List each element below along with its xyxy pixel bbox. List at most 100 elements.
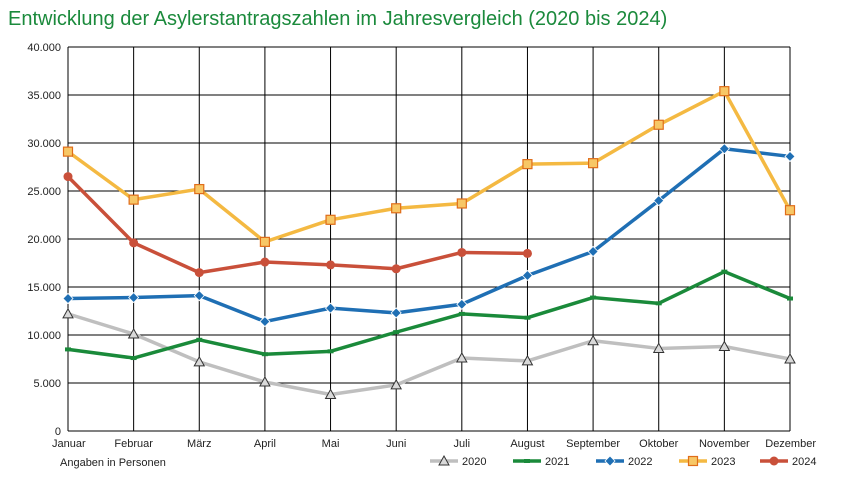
point-2023 [128,194,139,205]
series-line-2022 [67,147,791,324]
y-tick-label: 40.000 [27,42,61,54]
point-2024 [129,238,139,248]
point-2021 [524,315,531,320]
point-2021 [130,356,137,361]
point-2020 [390,378,403,390]
x-tick-label: September [566,438,620,450]
point-2023 [325,214,336,225]
grid-lines [67,46,791,432]
point-2023 [784,205,796,216]
point-2022 [193,290,205,302]
legend-label-2022: 2022 [628,456,652,468]
y-tick-label: 25.000 [27,186,61,198]
legend-label-2021: 2021 [545,456,569,468]
point-2024 [63,172,73,182]
x-tick-label: Oktober [639,438,678,450]
point-2024 [326,260,336,270]
point-2023 [653,119,664,130]
series-line-2024 [66,175,528,275]
x-tick-label: Februar [114,438,153,450]
point-2022 [390,307,402,319]
point-2021 [393,330,400,335]
point-2021 [196,337,203,342]
point-2021 [787,296,793,301]
legend-marker-2020 [438,454,450,466]
y-tick-label: 15.000 [27,282,61,294]
point-2020 [62,307,74,319]
point-2022 [128,291,140,304]
x-tick-label: April [254,438,276,450]
point-2022 [324,302,337,314]
y-tick-label: 5.000 [33,378,61,390]
x-tick-label: Januar [52,438,86,450]
x-axis-ticks: Januar Februar März April Mai Juni Juli August S… [52,438,816,450]
x-tick-label: Dezember [765,438,816,450]
point-2022 [718,143,730,155]
point-2020 [652,342,665,353]
x-tick-label: Juni [386,438,406,450]
point-2020 [587,334,599,346]
point-2020 [784,352,796,364]
point-2022 [62,292,74,305]
point-2020 [324,388,337,400]
point-2021 [327,349,334,354]
point-2021 [590,295,597,300]
point-2020 [521,354,534,366]
point-2023 [456,198,467,209]
point-2023 [62,146,74,157]
point-2023 [719,86,730,97]
y-tick-label: 10.000 [27,330,61,342]
legend: 2020 2021 2022 2023 2024 [430,454,816,468]
x-tick-label: März [187,438,211,450]
series-line-2021 [67,269,791,360]
y-tick-label: 20.000 [27,234,61,246]
legend-label-2020: 2020 [462,456,486,468]
x-tick-label: Mai [322,438,340,450]
legend-label-2024: 2024 [792,456,816,468]
series-line-2020 [67,312,791,397]
series-lines [62,86,796,400]
point-2023 [522,159,533,170]
y-axis-ticks: 0 5.000 10.000 15.000 20.000 25.000 30.000 35.0… [27,42,61,438]
y-tick-label: 35.000 [27,90,61,102]
point-2023 [587,158,599,169]
point-2022 [784,150,796,163]
point-2020 [718,340,731,352]
point-2021 [261,352,268,357]
x-tick-label: August [510,438,544,450]
legend-marker-2023 [687,455,699,467]
point-2021 [65,347,71,352]
y-tick-label: 0 [55,426,61,438]
y-tick-label: 30.000 [27,138,61,150]
point-2024 [522,248,532,258]
point-2022 [521,269,534,282]
legend-marker-2022 [604,455,616,467]
point-2020 [193,355,206,367]
series-line-2023 [66,89,792,244]
point-2023 [391,203,402,214]
point-2023 [194,183,205,195]
x-tick-label: November [699,438,750,450]
point-2020 [259,376,271,387]
x-tick-label: Juli [454,438,471,450]
point-2021 [458,311,465,316]
point-2022 [587,245,599,258]
point-2023 [259,236,271,247]
point-2022 [259,315,271,328]
point-2024 [260,257,270,267]
point-2024 [391,264,401,274]
unit-note: Angaben in Personen [60,457,166,469]
legend-marker-2021 [524,459,530,463]
point-2021 [655,301,662,306]
point-2020 [127,328,140,339]
chart-title: Entwicklung der Asylerstantragszahlen im… [8,8,668,30]
legend-marker-2024 [769,456,779,466]
point-2022 [653,195,665,207]
point-2024 [457,247,467,257]
point-2022 [456,298,468,310]
point-2021 [721,269,728,274]
legend-label-2023: 2023 [711,456,735,468]
point-2020 [455,352,468,363]
point-2024 [194,268,204,278]
